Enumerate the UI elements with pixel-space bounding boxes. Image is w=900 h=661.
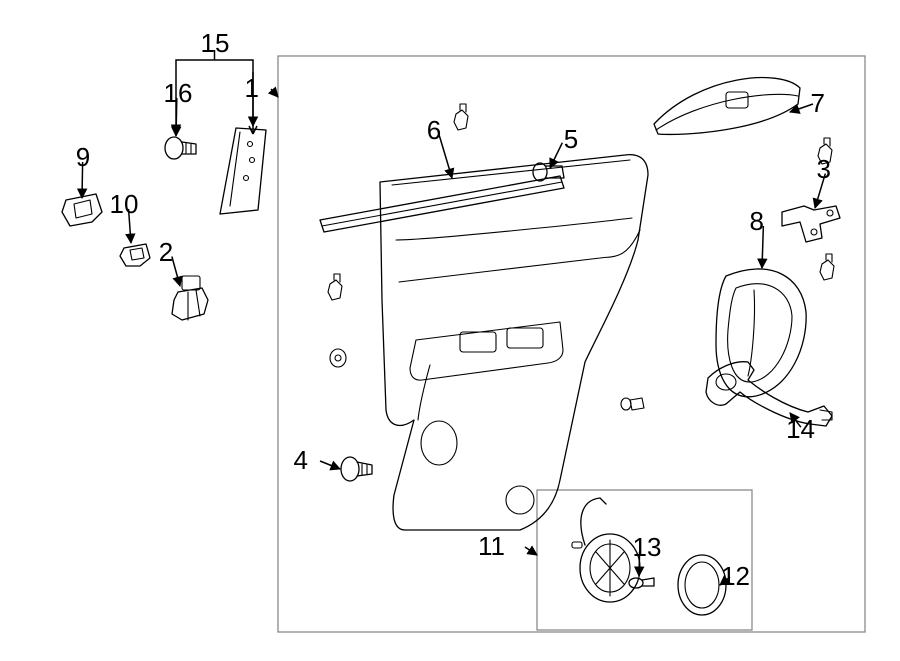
misc-fastener-5 (330, 349, 346, 367)
callout-label-5: 5 (564, 124, 578, 154)
part-7-switch-bezel (654, 78, 800, 135)
leader-11 (525, 547, 537, 555)
part-11-courtesy-lamp (572, 498, 640, 602)
part-1-door-trim-panel (380, 155, 648, 530)
misc-fastener-4 (328, 274, 342, 300)
leader-5 (550, 143, 562, 168)
part-9-clip (62, 194, 102, 226)
misc-fastener-3 (820, 254, 834, 280)
misc-fastener-1 (454, 104, 468, 130)
part-8-pull-cup (716, 269, 806, 397)
callout-label-2: 2 (159, 237, 173, 267)
callout-label-7: 7 (811, 88, 825, 118)
callout-label-10: 10 (110, 189, 139, 219)
parts-diagram-canvas: 12345678910111213141516 (0, 0, 900, 661)
part-10-clip (120, 244, 150, 266)
part-2-retainer (172, 276, 208, 320)
leader-4 (320, 461, 340, 469)
part-12-lens (678, 555, 726, 615)
part-16-bolt (165, 137, 196, 159)
callout-label-12: 12 (721, 561, 750, 591)
callout-label-9: 9 (76, 142, 90, 172)
callout-label-15: 15 (201, 28, 230, 58)
callout-label-4: 4 (294, 445, 308, 475)
part-3-bracket (782, 206, 840, 242)
part-15-sail-panel (220, 128, 266, 214)
part-6-belt-strip (320, 176, 564, 232)
part-13-screw (629, 578, 654, 588)
part-4-fastener (341, 457, 372, 481)
callout-label-8: 8 (750, 206, 764, 236)
callout-label-14: 14 (786, 414, 815, 444)
misc-fastener-6 (621, 398, 644, 410)
callout-label-6: 6 (427, 115, 441, 145)
callout-label-3: 3 (817, 154, 831, 184)
callout-label-13: 13 (633, 532, 662, 562)
callout-label-11: 11 (478, 531, 505, 561)
callout-label-16: 16 (164, 78, 193, 108)
callout-label-1: 1 (245, 73, 259, 103)
leader-1 (271, 89, 278, 97)
